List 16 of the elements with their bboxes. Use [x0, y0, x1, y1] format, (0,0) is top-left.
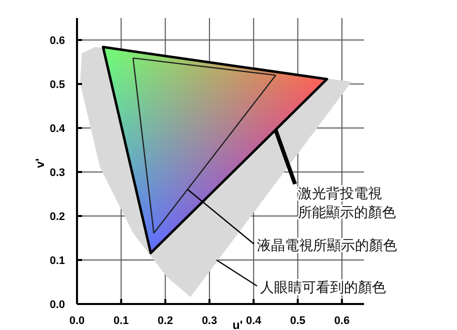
y-tick-label: 0.4	[50, 123, 66, 135]
x-tick-label: 0.6	[334, 315, 350, 327]
y-tick-label: 0.3	[50, 167, 65, 179]
y-tick-label: 0.0	[50, 299, 65, 311]
y-tick-label: 0.1	[50, 255, 65, 267]
x-tick-label: 0.5	[290, 315, 306, 327]
x-tick-label: 0.2	[158, 315, 173, 327]
y-tick-label: 0.2	[50, 211, 65, 223]
x-tick-label: 0.4	[246, 315, 262, 327]
y-tick-label: 0.5	[50, 79, 65, 91]
y-tick-label: 0.6	[50, 35, 65, 47]
x-tick-label: 0.0	[69, 315, 85, 327]
y-axis-title: v'	[33, 158, 47, 168]
x-axis-title: u'	[232, 318, 243, 330]
x-tick-label: 0.3	[202, 315, 218, 327]
x-tick-label: 0.1	[114, 315, 129, 327]
